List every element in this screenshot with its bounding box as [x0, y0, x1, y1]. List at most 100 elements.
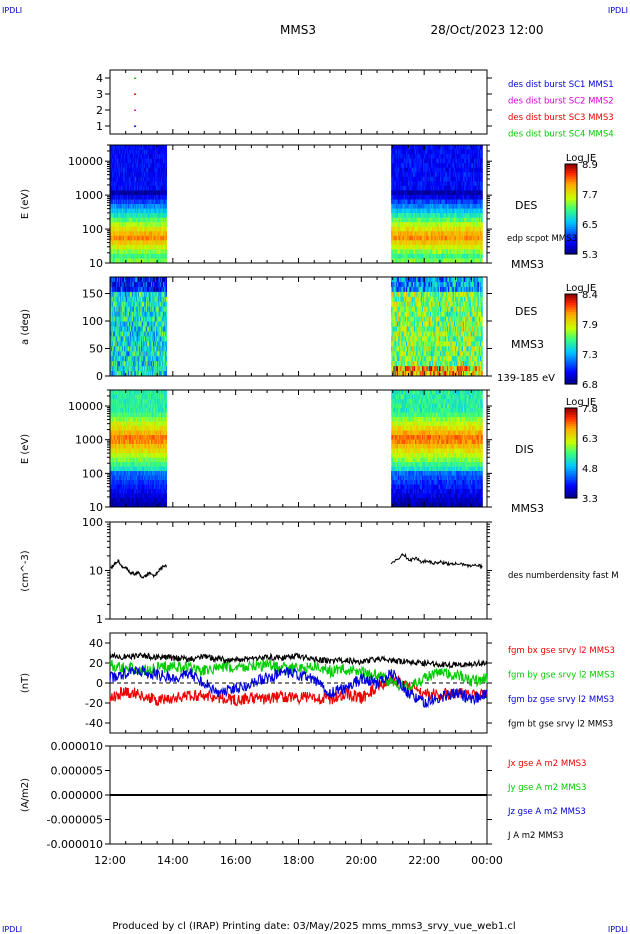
colorbar-cell — [565, 197, 577, 201]
heatmap-cell — [437, 213, 440, 219]
heatmap-cell — [148, 163, 150, 169]
heatmap-cell — [399, 199, 401, 205]
heatmap-cell — [433, 217, 435, 223]
heatmap-cell — [114, 226, 117, 232]
heatmap-cell — [144, 249, 146, 255]
heatmap-cell — [119, 361, 121, 367]
heatmap-cell — [135, 235, 137, 241]
heatmap-cell — [110, 199, 112, 205]
heatmap-cell — [155, 217, 157, 223]
heatmap-cell — [130, 231, 132, 237]
heatmap-cell — [121, 222, 123, 228]
heatmap-cell — [394, 249, 397, 255]
heatmap-cell — [394, 208, 397, 214]
heatmap-cell — [121, 185, 123, 191]
heatmap-cell — [410, 149, 413, 155]
heatmap-cell — [120, 226, 122, 232]
heatmap-cell — [136, 222, 138, 228]
heatmap-cell — [116, 204, 118, 210]
heatmap-cell — [119, 277, 122, 283]
heatmap-cell — [439, 240, 441, 246]
heatmap-cell — [161, 176, 163, 182]
heatmap-cell — [410, 235, 413, 241]
heatmap-cell — [162, 145, 164, 151]
heatmap-cell — [113, 366, 115, 372]
heatmap-cell — [435, 199, 438, 205]
heatmap-cell — [146, 145, 148, 151]
heatmap-cell — [111, 149, 113, 155]
heatmap-cell — [119, 185, 121, 191]
heatmap-cell — [145, 204, 147, 210]
heatmap-cell — [413, 249, 416, 255]
heatmap-cell — [163, 172, 165, 178]
heatmap-cell — [160, 231, 162, 237]
heatmap-cell — [466, 172, 468, 178]
heatmap-cell — [396, 176, 399, 182]
heatmap-cell — [409, 167, 412, 173]
heatmap-cell — [160, 240, 162, 246]
heatmap-cell — [143, 172, 145, 178]
heatmap-cell — [113, 185, 115, 191]
heatmap-cell — [124, 172, 126, 178]
heatmap-cell — [133, 213, 135, 219]
heatmap-cell — [457, 149, 459, 155]
heatmap-cell — [162, 258, 164, 264]
heatmap-cell — [114, 145, 117, 151]
heatmap-cell — [402, 194, 405, 200]
heatmap-cell — [125, 326, 127, 332]
heatmap-cell — [450, 145, 453, 151]
heatmap-cell — [451, 253, 454, 259]
heatmap-cell — [481, 194, 483, 200]
heatmap-cell — [119, 258, 122, 264]
heatmap-cell — [464, 167, 466, 173]
heatmap-cell — [115, 176, 117, 182]
heatmap-cell — [146, 240, 148, 246]
heatmap-cell — [136, 167, 139, 173]
heatmap-cell — [140, 213, 142, 219]
heatmap-cell — [160, 172, 163, 178]
heatmap-cell — [399, 258, 401, 264]
heatmap-cell — [119, 154, 122, 160]
heatmap-cell — [156, 222, 158, 228]
heatmap-cell — [143, 158, 145, 164]
heatmap-cell — [135, 208, 137, 214]
heatmap-cell — [429, 199, 432, 205]
heatmap-cell — [473, 249, 475, 255]
heatmap-cell — [454, 172, 457, 178]
heatmap-cell — [133, 244, 135, 250]
heatmap-cell — [425, 217, 427, 223]
heatmap-cell — [457, 167, 459, 173]
heatmap-cell — [125, 194, 127, 200]
heatmap-cell — [143, 194, 145, 200]
heatmap-cell — [146, 185, 148, 191]
heatmap-cell — [446, 208, 449, 214]
heatmap-cell — [131, 194, 134, 200]
heatmap-cell — [125, 316, 127, 323]
heatmap-cell — [127, 194, 129, 200]
heatmap-cell — [413, 163, 416, 169]
heatmap-cell — [110, 185, 112, 191]
heatmap-cell — [127, 253, 129, 259]
heatmap-cell — [135, 258, 137, 264]
heatmap-cell — [465, 204, 467, 210]
heatmap-cell — [417, 167, 420, 173]
heatmap-cell — [467, 240, 470, 246]
heatmap-cell — [465, 217, 467, 223]
heatmap-cell — [158, 172, 160, 178]
spacecraft-title: MMS3 — [280, 23, 316, 37]
heatmap-cell — [119, 258, 121, 264]
heatmap-cell — [439, 167, 441, 173]
heatmap-cell — [440, 222, 442, 228]
heatmap-cell — [154, 253, 156, 259]
heatmap-cell — [395, 172, 398, 178]
heatmap-cell — [434, 145, 437, 151]
heatmap-cell — [159, 253, 161, 259]
heatmap-cell — [416, 226, 418, 232]
heatmap-cell — [148, 235, 150, 241]
heatmap-cell — [110, 240, 112, 246]
heatmap-cell — [444, 226, 447, 232]
heatmap-cell — [467, 167, 470, 173]
heatmap-cell — [419, 185, 422, 191]
heatmap-cell — [449, 208, 451, 214]
heatmap-cell — [429, 167, 432, 173]
